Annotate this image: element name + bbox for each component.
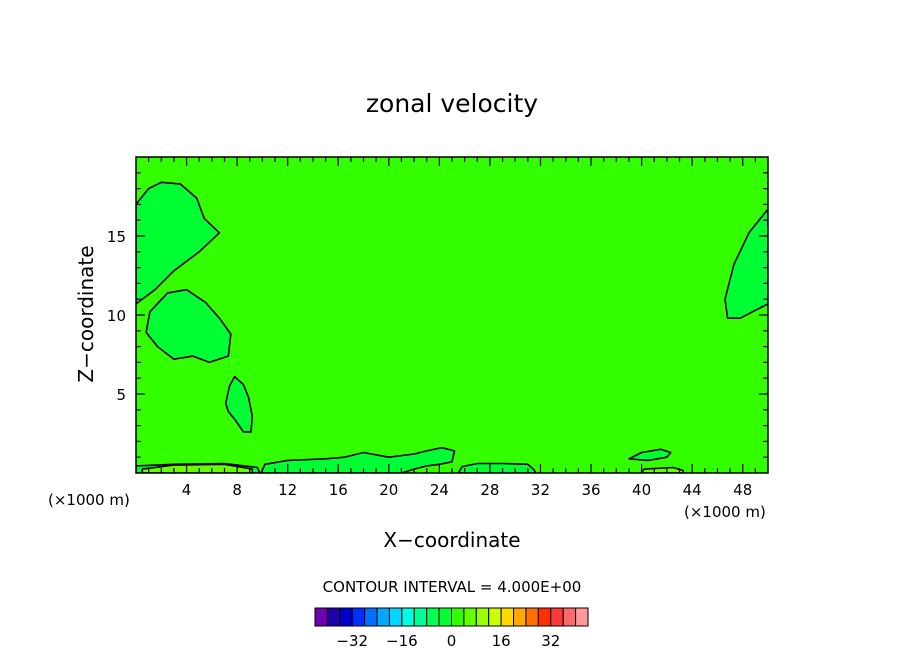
colorbar-swatch <box>550 607 564 627</box>
x-tick-label: 24 <box>430 481 449 499</box>
chart-title: zonal velocity <box>366 89 538 118</box>
x-tick-label: 20 <box>379 481 398 499</box>
x-tick-label: 48 <box>733 481 752 499</box>
colorbar-swatch <box>339 607 353 627</box>
x-tick-label: 44 <box>683 481 702 499</box>
colorbar-swatch <box>314 607 328 627</box>
contour-interval-label: CONTOUR INTERVAL = 4.000E+00 <box>323 578 582 596</box>
colorbar-swatch <box>488 607 502 627</box>
colorbar-swatch <box>513 607 527 627</box>
colorbar-swatch <box>438 607 452 627</box>
contour-region-right-edge <box>724 208 768 320</box>
y-tick-label: 10 <box>107 307 126 325</box>
y-axis-label: Z−coordinate <box>74 245 98 382</box>
colorbar-swatch <box>500 607 515 627</box>
colorbar-swatch <box>388 607 403 627</box>
colorbar: −32 −16 0 16 32 <box>314 607 589 650</box>
colorbar-swatch <box>575 607 589 627</box>
contour-regions <box>136 181 768 473</box>
contour-region-bottom-blob-4 <box>628 448 672 462</box>
contour-region-bottom-band-2 <box>260 446 456 473</box>
colorbar-tick-label: −16 <box>386 632 418 650</box>
colorbar-tick-label: −32 <box>336 632 368 650</box>
field-background <box>136 157 768 473</box>
x-tick-label: 4 <box>182 481 192 499</box>
colorbar-tick-label: 0 <box>447 632 457 650</box>
contour-region-bottom-band-6 <box>640 466 685 473</box>
colorbar-swatch <box>376 607 390 627</box>
x-tick-label: 28 <box>480 481 499 499</box>
x-tick-label: 12 <box>278 481 297 499</box>
x-tick-label: 36 <box>581 481 600 499</box>
x-tick-label: 32 <box>531 481 550 499</box>
x-axis-label: X−coordinate <box>383 528 520 552</box>
contour-region-bottom-band-3 <box>457 462 537 473</box>
colorbar-swatch <box>413 607 428 627</box>
colorbar-tick-label: 32 <box>541 632 560 650</box>
colorbar-swatch <box>326 607 341 627</box>
x-unit-right: (×1000 m) <box>684 503 766 521</box>
colorbar-swatch <box>426 607 440 627</box>
contour-region-upper-left <box>136 181 221 305</box>
colorbar-swatch <box>364 607 378 627</box>
y-tick-label: 15 <box>107 228 126 246</box>
colorbar-tick-label: 16 <box>492 632 511 650</box>
colorbar-swatch <box>451 607 465 627</box>
x-tick-label: 40 <box>632 481 651 499</box>
colorbar-swatch <box>463 607 477 627</box>
x-tick-label: 8 <box>232 481 242 499</box>
contour-region-mid-left <box>145 288 232 364</box>
colorbar-swatch <box>351 607 366 627</box>
colorbar-swatch <box>475 607 490 627</box>
x-tick-label: 16 <box>329 481 348 499</box>
y-tick-label: 5 <box>116 386 126 404</box>
colorbar-swatch <box>562 607 577 627</box>
colorbar-swatch <box>401 607 415 627</box>
colorbar-swatch <box>537 607 552 627</box>
x-unit-left: (×1000 m) <box>48 491 130 509</box>
contour-region-lower-left <box>224 375 254 433</box>
colorbar-swatch <box>525 607 539 627</box>
